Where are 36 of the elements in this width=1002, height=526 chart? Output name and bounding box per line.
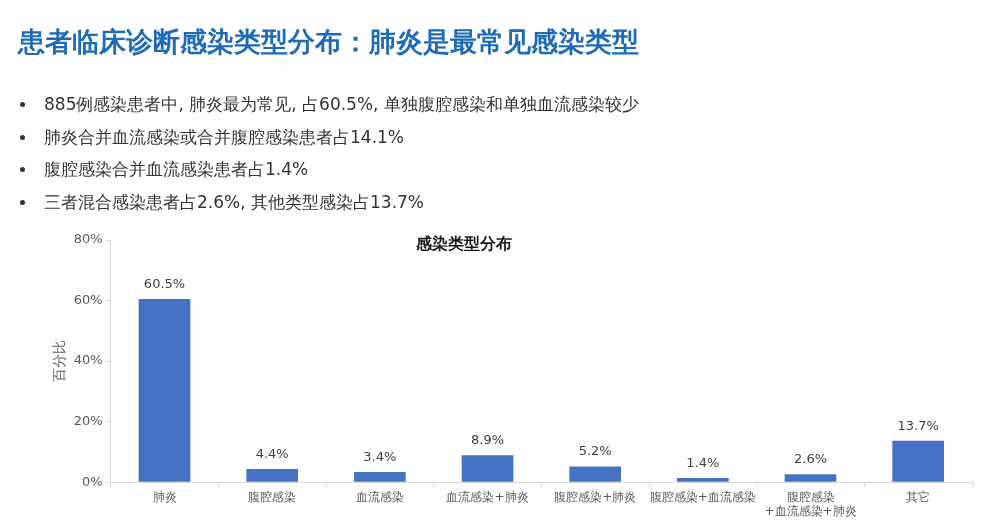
y-tick-label: 80%	[73, 231, 103, 247]
text: 腹腔感染合并血流感染患者占1.4%	[44, 159, 309, 179]
bar	[677, 477, 729, 482]
x-tick-label: 腹腔感染+血流感染	[649, 489, 756, 504]
y-tick-label: 60%	[73, 291, 103, 307]
bar	[461, 455, 514, 482]
data-label: 5.2%	[578, 443, 612, 459]
x-tick-label: 腹腔感染	[248, 489, 297, 504]
x-tick-label: 腹腔感染 +血流感染+肺炎	[764, 489, 857, 518]
bar	[892, 440, 945, 482]
y-axis-title: 百分比	[51, 340, 68, 383]
data-label: 13.7%	[897, 417, 939, 433]
data-label: 3.4%	[363, 448, 397, 464]
data-label: 1.4%	[686, 454, 720, 470]
x-tick-label: 血流感染+肺炎	[446, 489, 529, 504]
data-label: 8.9%	[471, 432, 505, 448]
chart-subtitle: 感染类型分布	[414, 234, 512, 254]
x-tick-label: 其它	[906, 489, 931, 504]
y-tick-label: 20%	[73, 413, 103, 429]
bar	[138, 299, 191, 482]
data-label: 4.4%	[255, 445, 289, 461]
data-label: 60.5%	[143, 275, 186, 291]
x-tick-label: 血流感染	[355, 489, 404, 504]
x-tick-label: 腹腔感染+肺炎	[554, 489, 637, 504]
bar	[246, 468, 299, 482]
x-tick-label: 肺炎	[152, 489, 177, 504]
data-label: 2.6%	[793, 451, 828, 467]
bar	[354, 471, 406, 482]
text: 885例感染患者中, 肺炎最为常见, 占60.5%, 单独腹腔感染和单独血流感染较少	[44, 94, 639, 114]
y-tick-label: 40%	[73, 352, 103, 368]
bar	[569, 466, 622, 482]
y-tick-label: 0%	[82, 473, 103, 489]
bar	[784, 474, 837, 482]
chart-title: 患者临床诊断感染类型分布：肺炎是最常见感染类型	[18, 25, 639, 59]
text: 肺炎合并血流感染或合并腹腔感染患者占14.1%	[44, 126, 405, 147]
text: 三者混合感染患者占2.6%, 其他类型感染占13.7%	[44, 191, 425, 212]
